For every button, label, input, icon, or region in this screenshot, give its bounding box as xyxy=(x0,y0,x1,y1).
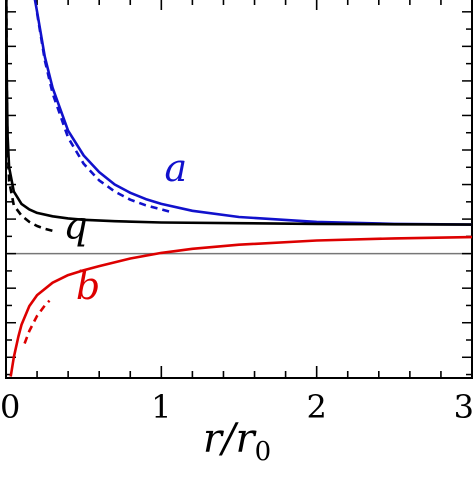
curve-label-q: q xyxy=(63,203,87,247)
x-axis-title-slash: / xyxy=(218,416,239,462)
curves-group xyxy=(6,0,472,377)
x-tick-label: 1 xyxy=(151,388,171,426)
curve-label-b: b xyxy=(76,264,100,308)
x-tick-label: 0 xyxy=(0,388,20,426)
series-b-line xyxy=(9,235,472,377)
x-tick-label: 2 xyxy=(306,388,326,426)
x-axis-title-r: r xyxy=(203,416,225,462)
x-tick-label: 3 xyxy=(454,388,474,426)
x-axis-title-r0-subscript: 0 xyxy=(255,437,272,467)
curve-label-a: a xyxy=(164,146,187,190)
plot-frame xyxy=(5,0,473,379)
x-axis-title: r/r0 xyxy=(203,416,271,467)
series-a-line xyxy=(33,0,472,226)
series-q-line xyxy=(6,0,472,226)
series-1-dashed-line xyxy=(35,12,170,213)
series-5-dashed-line xyxy=(23,299,51,344)
x-axis-title-r0-base: r xyxy=(235,416,257,462)
series-3-dashed-line xyxy=(6,0,53,233)
